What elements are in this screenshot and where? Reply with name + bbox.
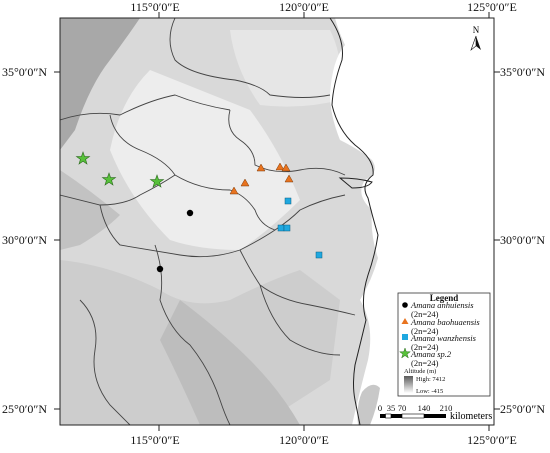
marker-anhuiensis [186, 209, 194, 217]
mountain-shading-northwest [60, 18, 140, 150]
legend-chromosome: (2n=24) [411, 342, 439, 352]
graticule-ticks [54, 12, 500, 431]
legend-label-anhuiensis: Amana anhuiensis [410, 300, 474, 310]
markers-sp2 [75, 151, 165, 188]
altitude-high: High: 7412 [416, 376, 445, 383]
taiwan-island [357, 384, 380, 425]
lat-label-right: 35°0′0″N [500, 65, 545, 79]
legend-box [397, 292, 491, 397]
altitude-ramp [404, 376, 413, 393]
marker-sp2 [101, 172, 117, 186]
north-arrow: N [470, 25, 481, 51]
legend-symbol-wanzhensis [402, 334, 408, 340]
lon-label-top: 120°0′0″E [279, 0, 329, 14]
marker-wanzhensis [283, 224, 291, 232]
marker-baohuaensis [240, 178, 250, 187]
legend-label-baohuaensis: Amana baohuaensis [410, 317, 480, 327]
markers-wanzhensis [277, 197, 323, 259]
mountain-shading-west [60, 170, 120, 250]
legend-symbol-anhuiensis [402, 302, 408, 308]
marker-wanzhensis [284, 197, 292, 205]
marker-baohuaensis [256, 163, 266, 172]
marker-baohuaensis [281, 163, 291, 172]
legend: Legend Amana anhuiensis (2n=24) Amana ba… [397, 292, 491, 397]
marker-sp2 [75, 151, 91, 165]
scale-tick-label: 0 [378, 403, 382, 413]
scale-tick-label: 210 [440, 403, 453, 413]
mountain-shading-south [160, 300, 300, 425]
markers-baohuaensis [229, 162, 294, 195]
legend-label-sp2: Amana sp.2 [410, 349, 452, 359]
scale-bar: 0 35 70 140 210 kilometers [378, 403, 492, 422]
marker-baohuaensis [275, 162, 285, 171]
altitude-title: Altitude (m) [404, 368, 436, 375]
marker-baohuaensis [229, 186, 239, 195]
province-boundaries [60, 18, 356, 425]
plain-north [230, 30, 342, 107]
lon-label-bottom: 120°0′0″E [279, 433, 329, 447]
lat-label-left: 25°0′0″N [2, 402, 47, 416]
lon-label-top: 125°0′0″E [467, 0, 517, 14]
lat-label-right: 30°0′0″N [500, 233, 545, 247]
lat-label-right: 25°0′0″N [500, 402, 545, 416]
scale-tick-label: 70 [398, 403, 407, 413]
marker-wanzhensis [315, 251, 323, 259]
legend-chromosome: (2n=24) [411, 358, 439, 368]
legend-chromosome: (2n=24) [411, 326, 439, 336]
lon-label-bottom: 115°0′0″E [130, 433, 179, 447]
legend-label-wanzhensis: Amana wanzhensis [410, 333, 477, 343]
scale-tick-label: 35 [387, 403, 396, 413]
lon-label-bottom: 125°0′0″E [467, 433, 517, 447]
markers-anhuiensis [156, 209, 194, 273]
legend-symbol-sp2 [398, 347, 412, 359]
lat-label-left: 35°0′0″N [2, 65, 47, 79]
marker-baohuaensis [284, 174, 294, 183]
marker-anhuiensis [156, 265, 164, 273]
plain-central [110, 70, 300, 250]
map-frame [59, 17, 495, 426]
north-arrow-icon [476, 36, 481, 50]
legend-chromosome: (2n=24) [411, 309, 439, 319]
legend-symbol-baohuaensis [401, 318, 409, 324]
legend-title: Legend [430, 293, 459, 303]
scale-tick-label: 140 [418, 403, 431, 413]
marker-wanzhensis [277, 224, 285, 232]
altitude-low: Low: -415 [416, 388, 443, 395]
north-label: N [473, 25, 480, 35]
map-area [60, 18, 494, 425]
marker-sp2 [149, 174, 165, 188]
scale-unit: kilometers [450, 411, 492, 422]
coastline [329, 17, 379, 426]
lon-label-top: 115°0′0″E [130, 0, 179, 14]
lat-label-left: 30°0′0″N [2, 233, 47, 247]
